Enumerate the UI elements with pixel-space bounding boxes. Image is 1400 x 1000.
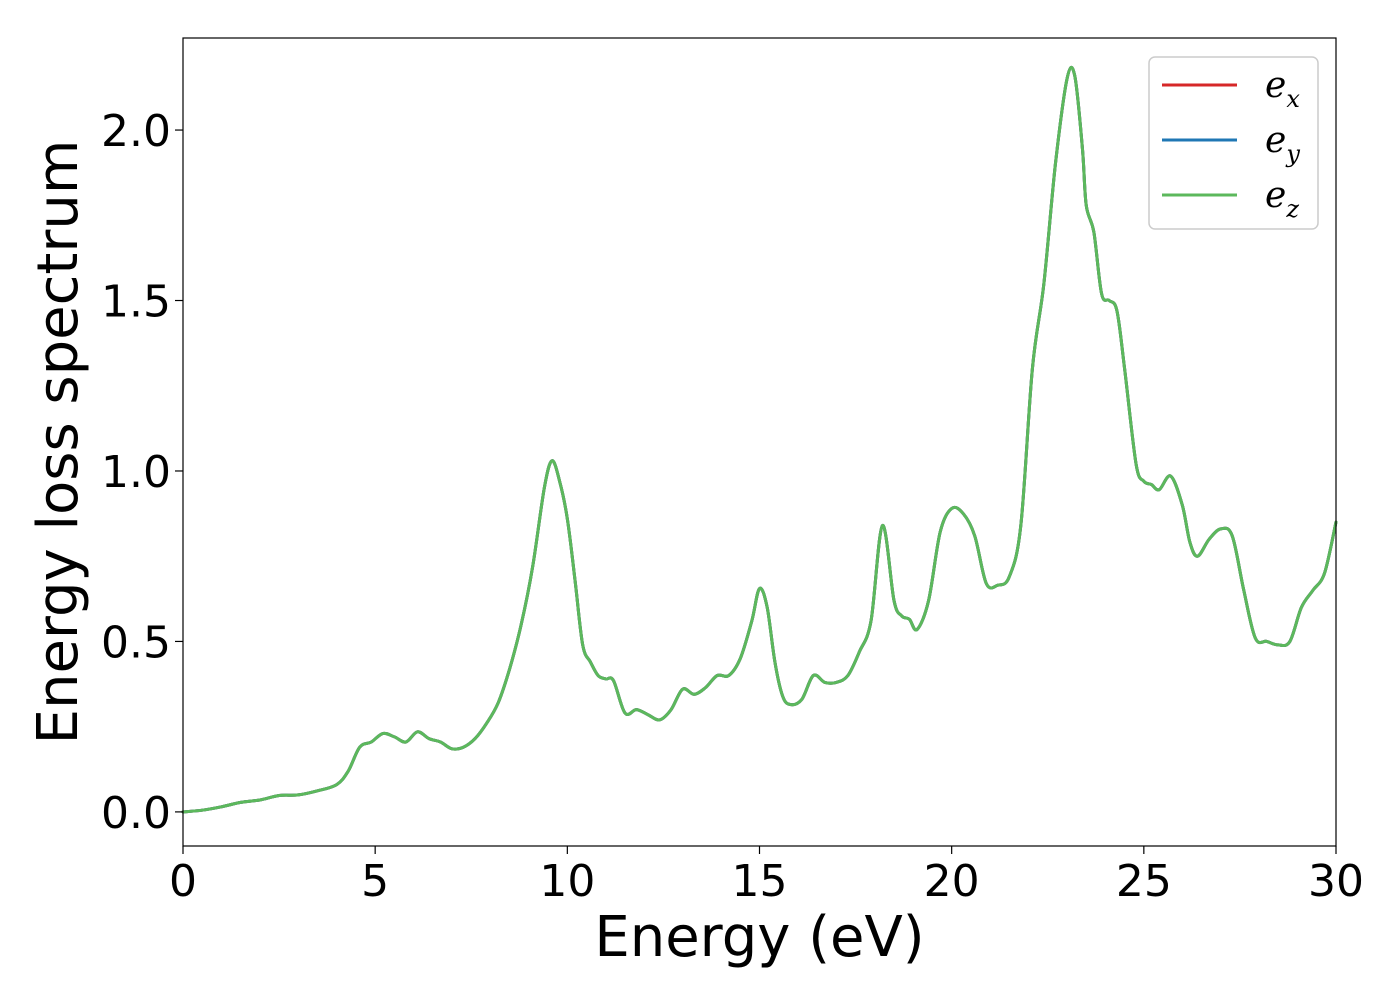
y-axis-title: Energy loss spectrum [26,140,91,745]
legend-label-z: ez [1265,175,1299,223]
x-tick-label: 20 [924,856,980,907]
legend: ex ey ez [1148,56,1319,230]
y-tick-label: 0.0 [101,788,171,839]
series-line-z [181,65,1338,814]
y-tick-label: 1.0 [101,447,171,498]
y-tick-label: 1.5 [101,277,171,328]
y-axis-ticks: 0.0 0.5 1.0 1.5 2.0 [101,106,183,839]
y-tick-label: 0.5 [101,617,171,668]
x-tick-label: 10 [539,856,595,907]
legend-box [1148,56,1319,230]
y-tick-label: 2.0 [101,106,171,157]
x-axis-ticks: 0 5 10 15 20 25 30 [169,846,1364,907]
legend-label-y: ey [1265,120,1300,168]
x-tick-label: 15 [732,856,788,907]
x-axis-title: Energy (eV) [594,905,924,970]
x-tick-label: 0 [169,856,197,907]
series-layer [181,65,1338,814]
x-tick-label: 25 [1116,856,1172,907]
legend-label-x: ex [1265,65,1300,113]
x-tick-label: 30 [1308,856,1364,907]
x-tick-label: 5 [361,856,389,907]
legend-items: ex ey ez [1162,65,1300,223]
